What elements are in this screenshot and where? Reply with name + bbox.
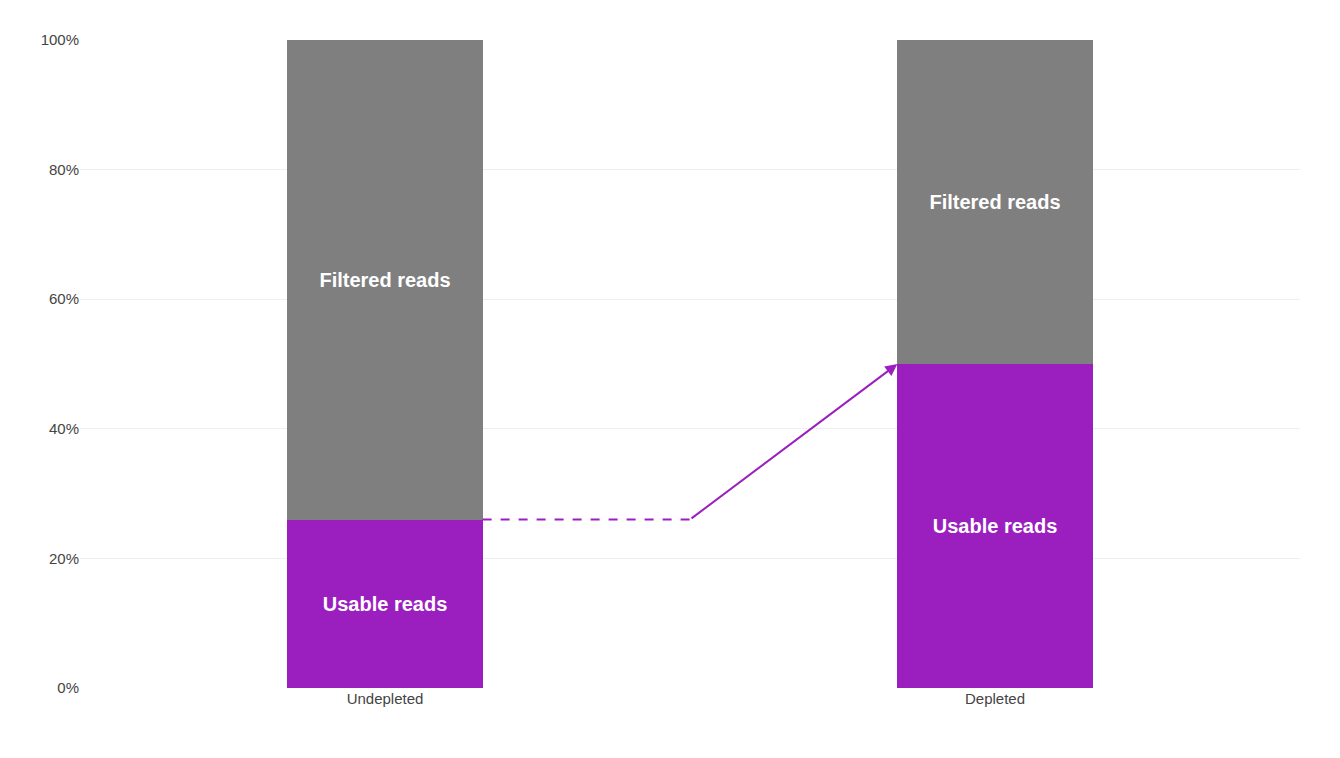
svg-text:Filtered reads: Filtered reads bbox=[319, 269, 450, 291]
svg-text:Filtered reads: Filtered reads bbox=[929, 191, 1060, 213]
svg-text:Undepleted: Undepleted bbox=[347, 690, 424, 707]
svg-text:20%: 20% bbox=[49, 550, 79, 567]
svg-text:Usable reads: Usable reads bbox=[933, 515, 1058, 537]
svg-text:60%: 60% bbox=[49, 290, 79, 307]
svg-text:0%: 0% bbox=[57, 679, 79, 696]
svg-text:80%: 80% bbox=[49, 161, 79, 178]
svg-text:Usable reads: Usable reads bbox=[323, 593, 448, 615]
svg-text:Depleted: Depleted bbox=[965, 690, 1025, 707]
svg-text:100%: 100% bbox=[41, 31, 79, 48]
svg-text:40%: 40% bbox=[49, 420, 79, 437]
